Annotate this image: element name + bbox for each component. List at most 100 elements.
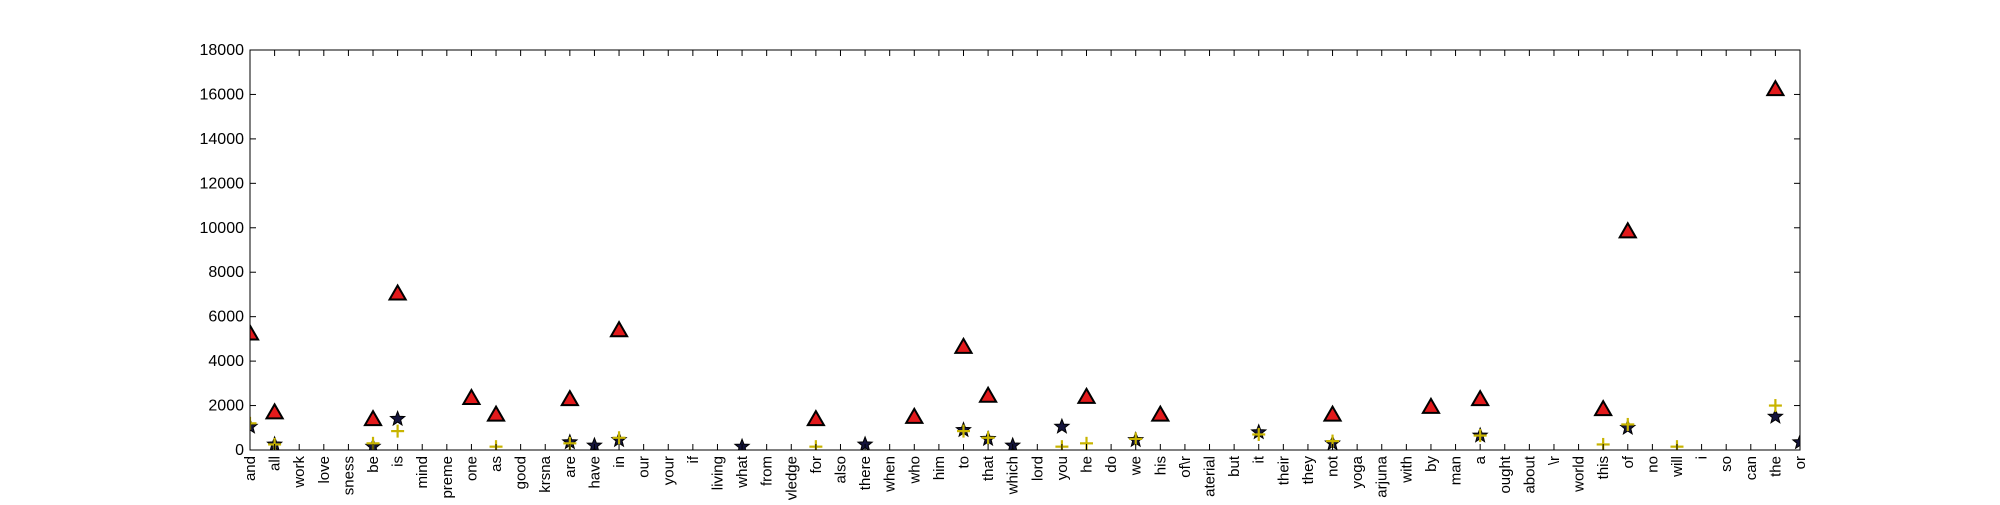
- x-tick-label: lord: [1029, 456, 1046, 481]
- x-tick-label: so: [1718, 456, 1735, 472]
- data-point-plus-30: [981, 431, 995, 445]
- data-point-triangle-6: [387, 283, 408, 301]
- y-tick-label: 4000: [208, 353, 244, 370]
- data-point-triangle-5: [363, 409, 383, 427]
- data-point-plus-29: [956, 424, 970, 438]
- data-point-triangle-30: [978, 385, 998, 403]
- x-tick-label: sness: [340, 456, 357, 495]
- y-tick-label: 0: [235, 442, 244, 459]
- data-point-plus-15: [612, 431, 626, 445]
- data-point-star-6: [389, 409, 407, 427]
- data-point-triangle-56: [1617, 221, 1638, 239]
- x-tick-label: your: [660, 456, 677, 485]
- data-point-triangle-29: [953, 336, 974, 354]
- data-point-plus-56: [1621, 417, 1635, 431]
- x-tick-label: with: [1398, 456, 1415, 484]
- x-tick-label: from: [759, 456, 776, 486]
- y-tick-label: 14000: [200, 131, 245, 148]
- x-tick-label: be: [365, 456, 382, 473]
- x-tick-label: what: [734, 455, 751, 489]
- x-tick-label: or: [1792, 456, 1809, 469]
- data-point-triangle-44: [1322, 404, 1343, 422]
- x-tick-label: a: [1472, 455, 1489, 464]
- x-tick-label: they: [1300, 456, 1317, 485]
- axes: [249, 49, 1801, 451]
- x-tick-label: yoga: [1349, 455, 1366, 488]
- x-tick-label: for: [808, 456, 825, 474]
- x-tick-label: will: [1669, 456, 1686, 478]
- data-point-star-63: [1791, 433, 1800, 450]
- x-tick-label: aterial: [1202, 456, 1219, 497]
- data-point-plus-50: [1473, 429, 1487, 443]
- data-point-triangle-1: [264, 402, 285, 420]
- x-tick-label: no: [1644, 456, 1661, 473]
- x-tick-label: his: [1152, 456, 1169, 475]
- x-tick-label: if: [685, 455, 702, 463]
- data-point-triangle-62: [1765, 79, 1786, 97]
- x-tick-label: there: [857, 456, 874, 490]
- data-point-plus-36: [1129, 432, 1143, 446]
- data-point-triangle-9: [461, 387, 482, 405]
- data-point-triangle-48: [1421, 396, 1441, 414]
- x-tick-label: work: [291, 456, 308, 489]
- x-tick-label: i: [1694, 456, 1711, 459]
- x-tick-label: can: [1743, 456, 1760, 480]
- x-tick-label: world: [1571, 456, 1588, 493]
- data-point-plus-0: [250, 416, 257, 430]
- data-point-triangle-13: [560, 389, 580, 407]
- x-tick-label: arjuna: [1374, 455, 1391, 497]
- x-tick-label: their: [1275, 456, 1292, 485]
- x-tick-label: the: [1767, 456, 1784, 477]
- data-point-triangle-23: [806, 409, 826, 427]
- data-point-triangle-34: [1076, 386, 1097, 404]
- x-tick-label: living: [709, 456, 726, 490]
- y-tick-label: 2000: [208, 398, 244, 415]
- data-point-triangle-15: [609, 320, 629, 338]
- data-point-star-33: [1053, 417, 1071, 434]
- data-point-star-62: [1766, 407, 1784, 424]
- x-tick-labels: and all work love sness be is mind preme one as goo…: [242, 455, 1809, 500]
- x-tick-label: of\r: [1177, 456, 1194, 478]
- x-tick-label: vledge: [783, 456, 800, 500]
- y-tick-label: 10000: [200, 220, 245, 237]
- x-tick-label: as: [488, 456, 505, 472]
- x-tick-label: are: [562, 456, 579, 478]
- x-tick-label: who: [906, 456, 923, 485]
- x-tick-label: ought: [1497, 455, 1514, 493]
- x-tick-label: \r: [1546, 456, 1563, 465]
- x-tick-label: to: [955, 456, 972, 469]
- x-tick-label: you: [1054, 456, 1071, 480]
- x-tick-label: love: [316, 456, 333, 484]
- data-marks: [250, 79, 1800, 450]
- y-tick-label: 6000: [208, 309, 244, 326]
- data-point-triangle-55: [1593, 399, 1613, 417]
- y-tick-label: 16000: [200, 86, 245, 103]
- data-point-triangle-10: [486, 404, 506, 422]
- x-tick-label: also: [832, 456, 849, 484]
- data-point-triangle-50: [1470, 389, 1490, 407]
- x-tick-label: that: [980, 455, 997, 481]
- data-point-triangle-37: [1150, 404, 1171, 422]
- x-tick-label: he: [1079, 456, 1096, 473]
- data-point-plus-62: [1768, 399, 1782, 413]
- x-tick-label: when: [882, 456, 899, 493]
- plot-frame: [249, 49, 1801, 451]
- y-tick-label: 18000: [200, 42, 245, 59]
- x-tick-label: have: [586, 456, 603, 489]
- x-tick-label: one: [463, 456, 480, 481]
- data-point-plus-41: [1252, 427, 1266, 441]
- x-tick-label: about: [1521, 455, 1538, 493]
- x-tick-label: by: [1423, 456, 1440, 472]
- x-tick-label: all: [267, 456, 284, 471]
- x-tick-label: not: [1325, 455, 1342, 477]
- x-tick-label: do: [1103, 456, 1120, 473]
- data-point-plus-6: [391, 424, 405, 438]
- y-tick-labels: 0 2000 4000 6000 8000 10000 12000 14000 16000 180…: [200, 42, 245, 459]
- x-tick-label: our: [636, 456, 653, 478]
- y-tick-label: 12000: [200, 175, 245, 192]
- x-tick-label: and: [242, 456, 259, 481]
- data-point-triangle-27: [904, 406, 925, 424]
- x-tick-label: mind: [414, 456, 431, 489]
- x-tick-label: but: [1226, 455, 1243, 477]
